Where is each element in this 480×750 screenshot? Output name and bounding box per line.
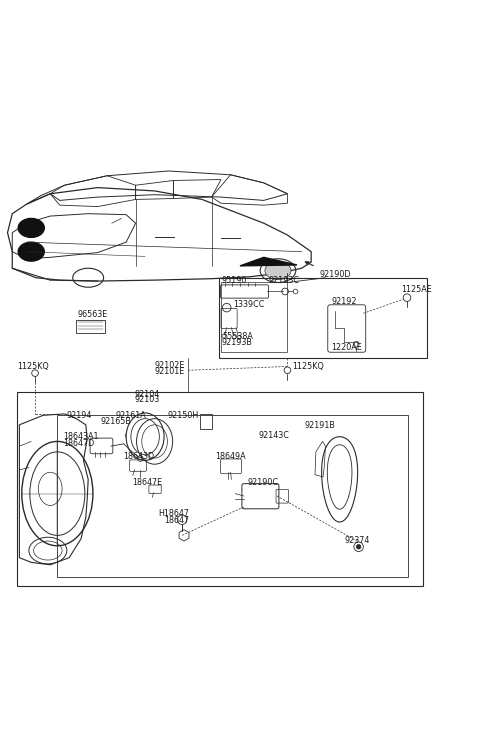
Bar: [219, 278, 427, 358]
Text: 92104: 92104: [135, 390, 160, 399]
Text: 18643D: 18643D: [123, 452, 154, 461]
Ellipse shape: [18, 218, 44, 238]
Text: 92191B: 92191B: [304, 421, 335, 430]
Text: 1125KQ: 1125KQ: [292, 362, 324, 371]
Text: 18647E: 18647E: [132, 478, 162, 487]
Text: H18647: H18647: [158, 509, 190, 518]
Text: 55538A: 55538A: [222, 332, 253, 340]
Text: 92193B: 92193B: [222, 338, 253, 347]
Text: 95190: 95190: [222, 276, 247, 285]
Text: 1125KQ: 1125KQ: [17, 362, 49, 371]
Bar: [221, 283, 288, 352]
Bar: [17, 392, 423, 586]
Text: 1220AE: 1220AE: [331, 344, 362, 352]
Text: 92102E: 92102E: [155, 362, 185, 370]
Text: 92103: 92103: [135, 395, 160, 404]
Text: 92165B: 92165B: [100, 417, 131, 426]
Text: 92192: 92192: [331, 297, 357, 306]
Text: 92143C: 92143C: [259, 430, 290, 439]
Bar: [76, 320, 105, 333]
Text: 92194: 92194: [67, 410, 92, 419]
Text: 18647: 18647: [164, 516, 189, 525]
Text: 18647D: 18647D: [63, 439, 95, 448]
Text: 92161A: 92161A: [116, 410, 146, 419]
Text: 92101E: 92101E: [155, 368, 185, 376]
Ellipse shape: [265, 262, 291, 280]
Text: 1125AE: 1125AE: [401, 285, 432, 294]
Polygon shape: [240, 257, 297, 266]
Text: 92374: 92374: [344, 536, 370, 544]
Text: 92193C: 92193C: [268, 276, 300, 285]
Text: 92190C: 92190C: [247, 478, 278, 487]
Circle shape: [356, 544, 361, 549]
Text: 92150H: 92150H: [168, 410, 199, 419]
Text: 96563E: 96563E: [78, 310, 108, 319]
Text: 18649A: 18649A: [216, 452, 246, 461]
Bar: [57, 416, 408, 577]
Text: 1339CC: 1339CC: [233, 299, 264, 308]
Ellipse shape: [18, 242, 44, 261]
Text: 92190D: 92190D: [320, 270, 351, 279]
Text: 18643A1: 18643A1: [63, 433, 99, 442]
